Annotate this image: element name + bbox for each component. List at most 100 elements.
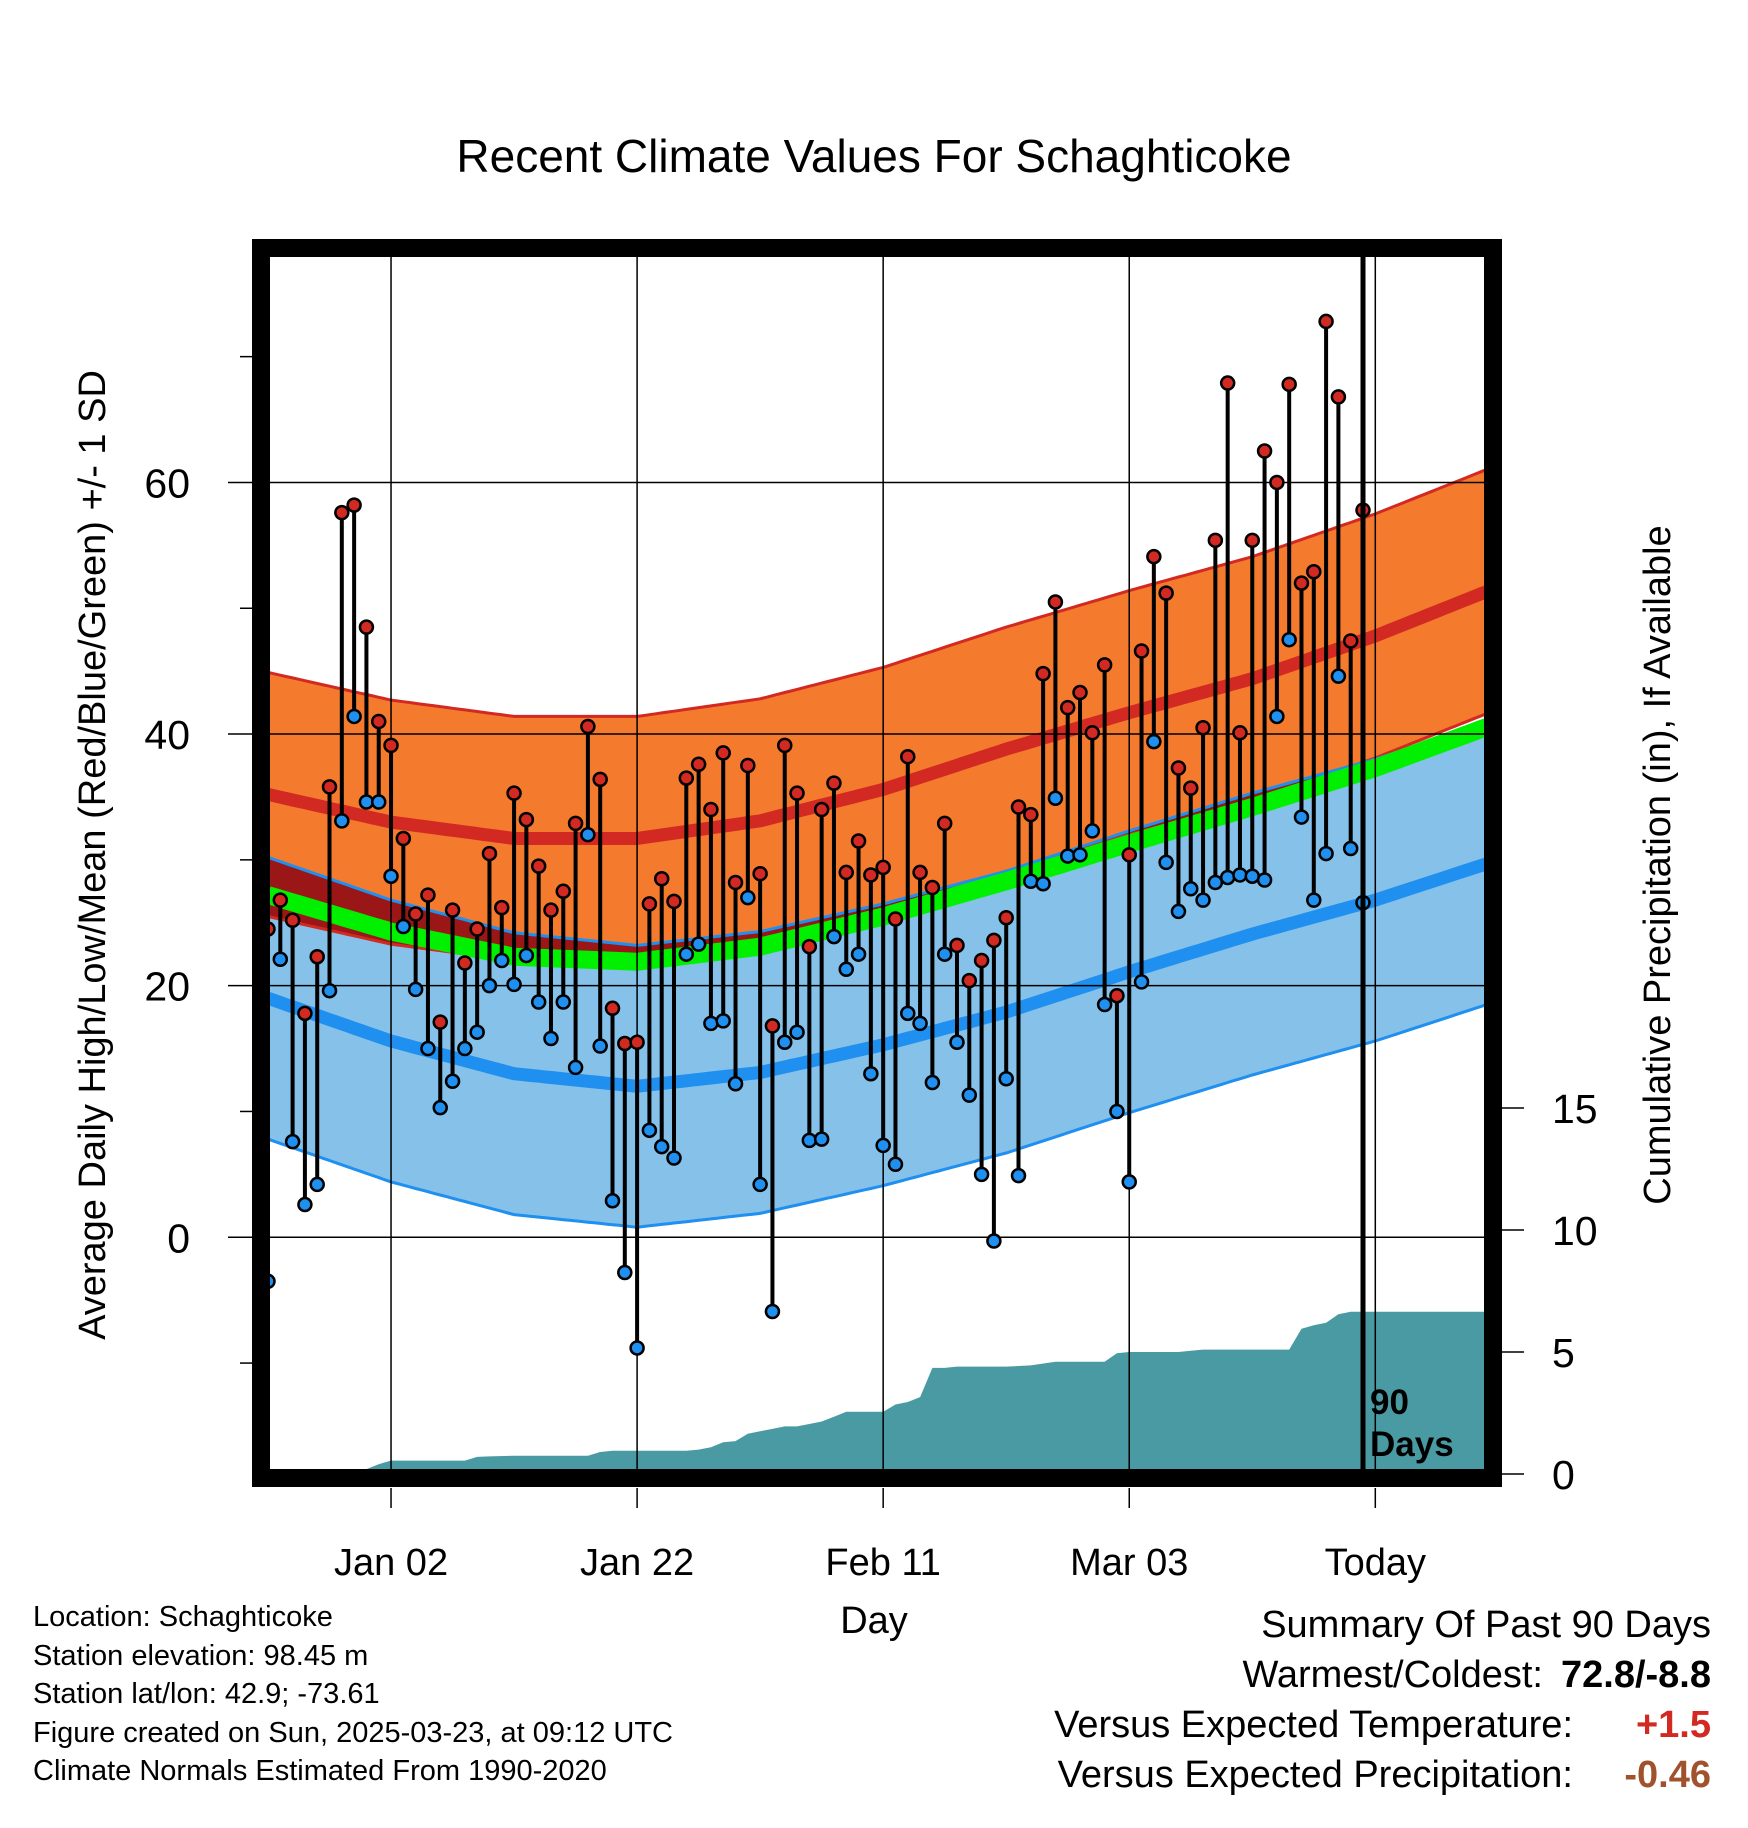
daily-high-point	[481, 845, 498, 862]
daily-low-point	[506, 976, 522, 993]
summary-panel: Summary Of Past 90 Days Warmest/Coldest:…	[1054, 1600, 1711, 1800]
daily-low-point	[1244, 868, 1261, 884]
daily-high-point	[1084, 725, 1101, 741]
daily-low-point	[1059, 848, 1076, 864]
daily-low-point	[740, 889, 756, 906]
daily-high-point	[432, 1014, 448, 1030]
daily-low-point	[1281, 631, 1297, 648]
summary-precip-row: Versus Expected Precipitation: -0.46	[1054, 1750, 1711, 1800]
daily-high-point	[358, 619, 375, 635]
daily-high-point	[1342, 633, 1359, 649]
daily-low-point	[1330, 668, 1347, 684]
daily-high-point	[543, 902, 559, 918]
warmest-value: 72.8/-8.8	[1561, 1654, 1711, 1696]
daily-low-point	[1010, 1167, 1027, 1184]
daily-high-point	[690, 756, 707, 772]
daily-high-point	[752, 865, 768, 882]
daily-low-point	[1306, 892, 1322, 908]
daily-low-point	[309, 1176, 325, 1193]
daily-high-point	[1023, 806, 1039, 823]
daily-low-point	[900, 1005, 916, 1022]
daily-high-point	[555, 883, 572, 900]
daily-high-point	[1121, 847, 1137, 863]
y-tick-label: 0	[167, 1215, 190, 1261]
daily-high-point	[604, 1000, 621, 1017]
daily-high-point	[961, 972, 978, 989]
summary-temp-row: Versus Expected Temperature: +1.5	[1054, 1700, 1711, 1750]
daily-high-point	[1047, 594, 1064, 610]
y2-axis-title: Cumulative Precipitation (in), If Availa…	[1637, 525, 1679, 1204]
daily-high-point	[715, 745, 731, 761]
daily-high-point	[1281, 376, 1297, 393]
daily-low-point	[949, 1034, 965, 1051]
daily-low-point	[678, 946, 695, 962]
y-axis-title: Average Daily High/Low/Mean (Red/Blue/Gr…	[72, 370, 114, 1340]
daily-low-point	[334, 813, 350, 829]
daily-high-point	[789, 785, 805, 801]
daily-high-point	[875, 859, 891, 876]
daily-low-point	[543, 1030, 559, 1047]
daily-low-point	[850, 946, 867, 962]
daily-low-point	[346, 708, 362, 725]
daily-high-point	[346, 497, 362, 513]
daily-high-point	[1269, 474, 1285, 491]
daily-low-point	[1133, 974, 1150, 990]
x-tick-label: Jan 02	[334, 1542, 448, 1584]
daily-low-point	[444, 1073, 461, 1090]
daily-high-point	[838, 864, 855, 881]
daily-low-point	[961, 1087, 978, 1103]
precip-value: -0.46	[1624, 1754, 1711, 1796]
daily-low-point	[1342, 840, 1359, 857]
daily-high-point	[1256, 443, 1273, 459]
daily-low-point	[875, 1137, 891, 1154]
daily-high-point	[629, 1034, 645, 1051]
daily-low-point	[641, 1122, 658, 1139]
daily-low-point	[715, 1013, 731, 1029]
daily-high-point	[1219, 375, 1236, 391]
daily-low-point	[297, 1196, 313, 1213]
x-axis-title: Day	[840, 1600, 908, 1642]
precip-area	[354, 1311, 1499, 1474]
today-window-label: 90 Days	[1370, 1383, 1454, 1464]
daily-high-point	[801, 938, 818, 955]
y2-tick-label: 10	[1552, 1208, 1598, 1254]
daily-high-point	[617, 1035, 633, 1052]
daily-low-point	[284, 1133, 301, 1150]
daily-low-point	[973, 1166, 990, 1183]
daily-low-point	[1195, 892, 1211, 908]
x-tick-label: Jan 22	[580, 1542, 694, 1584]
daily-low-point	[604, 1193, 621, 1209]
daily-high-point	[383, 737, 399, 754]
chart-title: Recent Climate Values For Schaghticoke	[456, 130, 1291, 182]
daily-low-point	[407, 981, 424, 998]
daily-low-point	[321, 982, 338, 999]
y2-tick-label: 5	[1552, 1330, 1575, 1376]
daily-low-point	[690, 936, 707, 952]
daily-high-point	[912, 864, 928, 881]
daily-low-point	[1207, 874, 1224, 891]
x-tick-label: Feb 11	[825, 1542, 940, 1584]
daily-high-point	[887, 911, 904, 927]
daily-high-point	[1010, 799, 1027, 815]
daily-high-point	[764, 1018, 781, 1034]
daily-low-point	[789, 1024, 805, 1040]
temp-label: Versus Expected Temperature:	[1054, 1704, 1573, 1746]
x-tick-label: Mar 03	[1070, 1542, 1188, 1584]
daily-low-point	[801, 1132, 818, 1149]
daily-high-point	[1158, 585, 1174, 601]
daily-low-point	[776, 1034, 793, 1051]
daily-low-point	[924, 1074, 941, 1091]
daily-low-point	[518, 947, 535, 964]
daily-low-point	[1146, 733, 1162, 750]
daily-low-point	[1293, 809, 1310, 825]
daily-high-point	[457, 955, 473, 971]
daily-low-point	[863, 1065, 879, 1082]
daily-low-point	[457, 1040, 473, 1057]
location-text: Location: Schaghticoke	[33, 1601, 333, 1633]
daily-low-point	[1096, 996, 1113, 1013]
daily-low-point	[936, 946, 953, 962]
y2-tick-label: 15	[1552, 1086, 1598, 1132]
daily-high-point	[272, 892, 289, 908]
daily-low-point	[1072, 847, 1088, 863]
daily-high-point	[727, 874, 744, 891]
